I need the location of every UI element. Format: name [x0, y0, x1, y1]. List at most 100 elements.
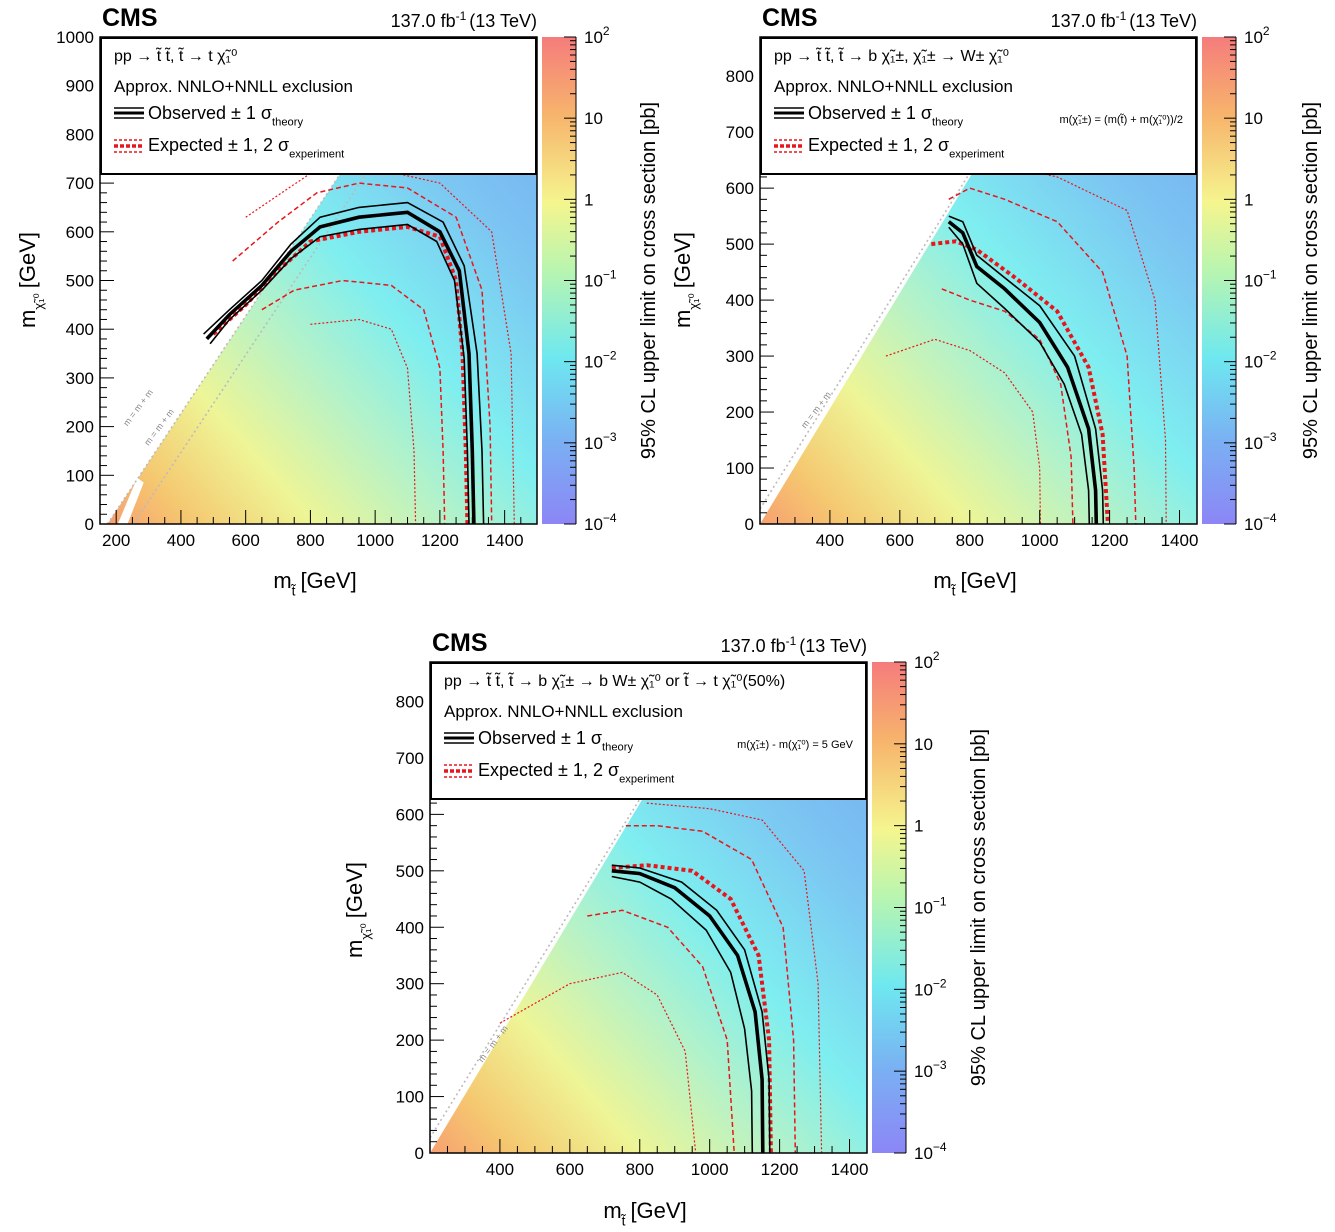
- colorbar-tick-mantissa: 10: [1244, 109, 1263, 128]
- colorbar-label: 95% CL upper limit on cross section [pb]: [1300, 102, 1322, 459]
- y-tick-label: 500: [726, 235, 754, 254]
- x-axis-label-unit: [GeV]: [960, 568, 1016, 593]
- y-axis-label-sub: χ̃₁⁰: [686, 293, 701, 309]
- colorbar-tick-exponent: −4: [933, 1140, 947, 1154]
- colorbar-tick-mantissa: 10: [1244, 515, 1263, 534]
- colorbar-tick-label: 10−2: [1244, 349, 1277, 372]
- y-tick-label: 800: [726, 67, 754, 86]
- colorbar-tick-exponent: 2: [933, 649, 940, 663]
- expected-minus2sigma-contour: [646, 802, 823, 1153]
- legend-mass-note: m(χ̃₁±) = (m(t̃) + m(χ̃₁⁰))/2: [1059, 113, 1183, 126]
- observed-minus1sigma-contour: [209, 223, 470, 524]
- y-tick-label: 1000: [56, 28, 94, 47]
- legend-box: [100, 37, 537, 175]
- y-tick-label: 700: [396, 749, 424, 768]
- diagonal-label: m = m + m: [121, 387, 155, 427]
- y-tick-label: 400: [396, 918, 424, 937]
- x-axis-label-sub: t̃: [290, 584, 296, 599]
- x-axis-label-main: m: [603, 1198, 621, 1223]
- x-tick-label: 600: [556, 1160, 584, 1179]
- y-tick-label: 200: [396, 1031, 424, 1050]
- y-tick-label: 0: [745, 515, 754, 534]
- lumi-value: 137.0 fb: [721, 636, 786, 656]
- y-tick-label: 200: [726, 403, 754, 422]
- legend-observed-label: Observed ± 1 σtheory: [148, 103, 303, 128]
- legend-expected-sub: experiment: [949, 148, 1005, 160]
- colorbar-tick-label: 10−1: [1244, 268, 1277, 291]
- legend-observed-label: Observed ± 1 σtheory: [478, 728, 633, 753]
- x-axis-label-unit: [GeV]: [630, 1198, 686, 1223]
- colorbar-tick-label: 10−1: [584, 268, 617, 291]
- legend-box: [430, 662, 867, 800]
- colorbar-tick-mantissa: 10: [914, 653, 933, 672]
- x-axis-label-main: m: [273, 568, 291, 593]
- colorbar-tick-label: 10−4: [1244, 511, 1277, 534]
- lumi-value: 137.0 fb: [1051, 11, 1116, 31]
- x-tick-label: 1400: [486, 531, 524, 550]
- colorbar-tick-mantissa: 10: [584, 353, 603, 372]
- legend-expected-label-main: Expected ± 1, 2 σ: [808, 135, 949, 155]
- excluded-wedge: [117, 477, 144, 524]
- colorbar-tick-exponent: −2: [933, 976, 947, 990]
- colorbar-tick-label: 10: [1244, 109, 1263, 128]
- colorbar-tick-exponent: −1: [1263, 268, 1277, 282]
- y-tick-label: 900: [66, 77, 94, 96]
- legend-expected-sub: experiment: [289, 148, 345, 160]
- colorbar-tick-label: 1: [1244, 190, 1253, 209]
- x-tick-label: 1200: [421, 531, 459, 550]
- legend-process: pp → t̃ t̃, t̃ → t χ̃₁⁰: [114, 46, 237, 65]
- x-axis-label-sub: t̃: [950, 584, 956, 599]
- colorbar-tick-exponent: 2: [1263, 24, 1270, 38]
- legend-box: [760, 37, 1197, 175]
- legend-expected-label: Expected ± 1, 2 σexperiment: [808, 135, 1005, 160]
- expected-plus1sigma-contour: [587, 909, 735, 1153]
- colorbar-tick-exponent: −1: [603, 268, 617, 282]
- legend-expected-sub: experiment: [619, 773, 675, 785]
- colorbar-tick-label: 10−2: [914, 976, 947, 999]
- legend-observed-sub: theory: [272, 116, 303, 128]
- observed-plus1sigma-contour: [611, 864, 771, 1153]
- y-axis-label-main: m: [670, 310, 695, 328]
- colorbar-tick-mantissa: 10: [1244, 28, 1263, 47]
- y-axis-label: mχ̃₁⁰ [GeV]: [342, 862, 373, 958]
- y-axis-label-unit: [GeV]: [342, 862, 367, 918]
- expected-minus1sigma-contour: [232, 182, 493, 524]
- cms-label: CMS: [762, 4, 818, 32]
- x-tick-label: 600: [886, 531, 914, 550]
- observed-contour: [947, 220, 1099, 524]
- colorbar-tick-mantissa: 10: [914, 1144, 933, 1163]
- y-tick-label: 700: [726, 123, 754, 142]
- lumi-value: 137.0 fb: [391, 11, 456, 31]
- x-axis-label: mt̃ [GeV]: [273, 568, 356, 599]
- y-tick-label: 100: [66, 466, 94, 485]
- x-tick-label: 800: [956, 531, 984, 550]
- colorbar-tick-exponent: −2: [1263, 349, 1277, 363]
- energy-label: (13 TeV): [799, 636, 867, 656]
- x-tick-label: 400: [167, 531, 195, 550]
- colorbar-tick-mantissa: 1: [1244, 190, 1253, 209]
- x-tick-label: 800: [296, 531, 324, 550]
- y-tick-label: 300: [726, 347, 754, 366]
- legend-observed-label: Observed ± 1 σtheory: [808, 103, 963, 128]
- x-tick-label: 400: [816, 531, 844, 550]
- colorbar-tick-mantissa: 1: [914, 817, 923, 836]
- legend-observed-sub: theory: [932, 116, 963, 128]
- y-axis-label: mχ̃₁⁰ [GeV]: [15, 232, 46, 328]
- lumi-label: 137.0 fb-1 (13 TeV): [391, 9, 537, 31]
- x-axis-label: mt̃ [GeV]: [933, 568, 1016, 599]
- colorbar-label: 95% CL upper limit on cross section [pb]: [968, 729, 990, 1086]
- legend-process: pp → t̃ t̃, t̃ → b χ̃₁± → b W± χ̃₁⁰ or t…: [444, 671, 785, 690]
- x-tick-label: 1400: [1161, 531, 1199, 550]
- colorbar-tick-label: 102: [584, 24, 610, 47]
- legend-approx: Approx. NNLO+NNLL exclusion: [114, 77, 353, 96]
- expected-contour: [931, 239, 1110, 524]
- legend-mass-note: m(χ̃₁±) - m(χ̃₁⁰) = 5 GeV: [737, 739, 854, 751]
- colorbar-tick-label: 10−2: [584, 349, 617, 372]
- colorbar-tick-mantissa: 10: [914, 735, 933, 754]
- cms-label: CMS: [432, 629, 488, 657]
- colorbar-tick-label: 10−4: [584, 511, 617, 534]
- x-tick-label: 800: [626, 1160, 654, 1179]
- legend-expected-label-main: Expected ± 1, 2 σ: [478, 760, 619, 780]
- y-axis-label: mχ̃₁⁰ [GeV]: [670, 232, 701, 328]
